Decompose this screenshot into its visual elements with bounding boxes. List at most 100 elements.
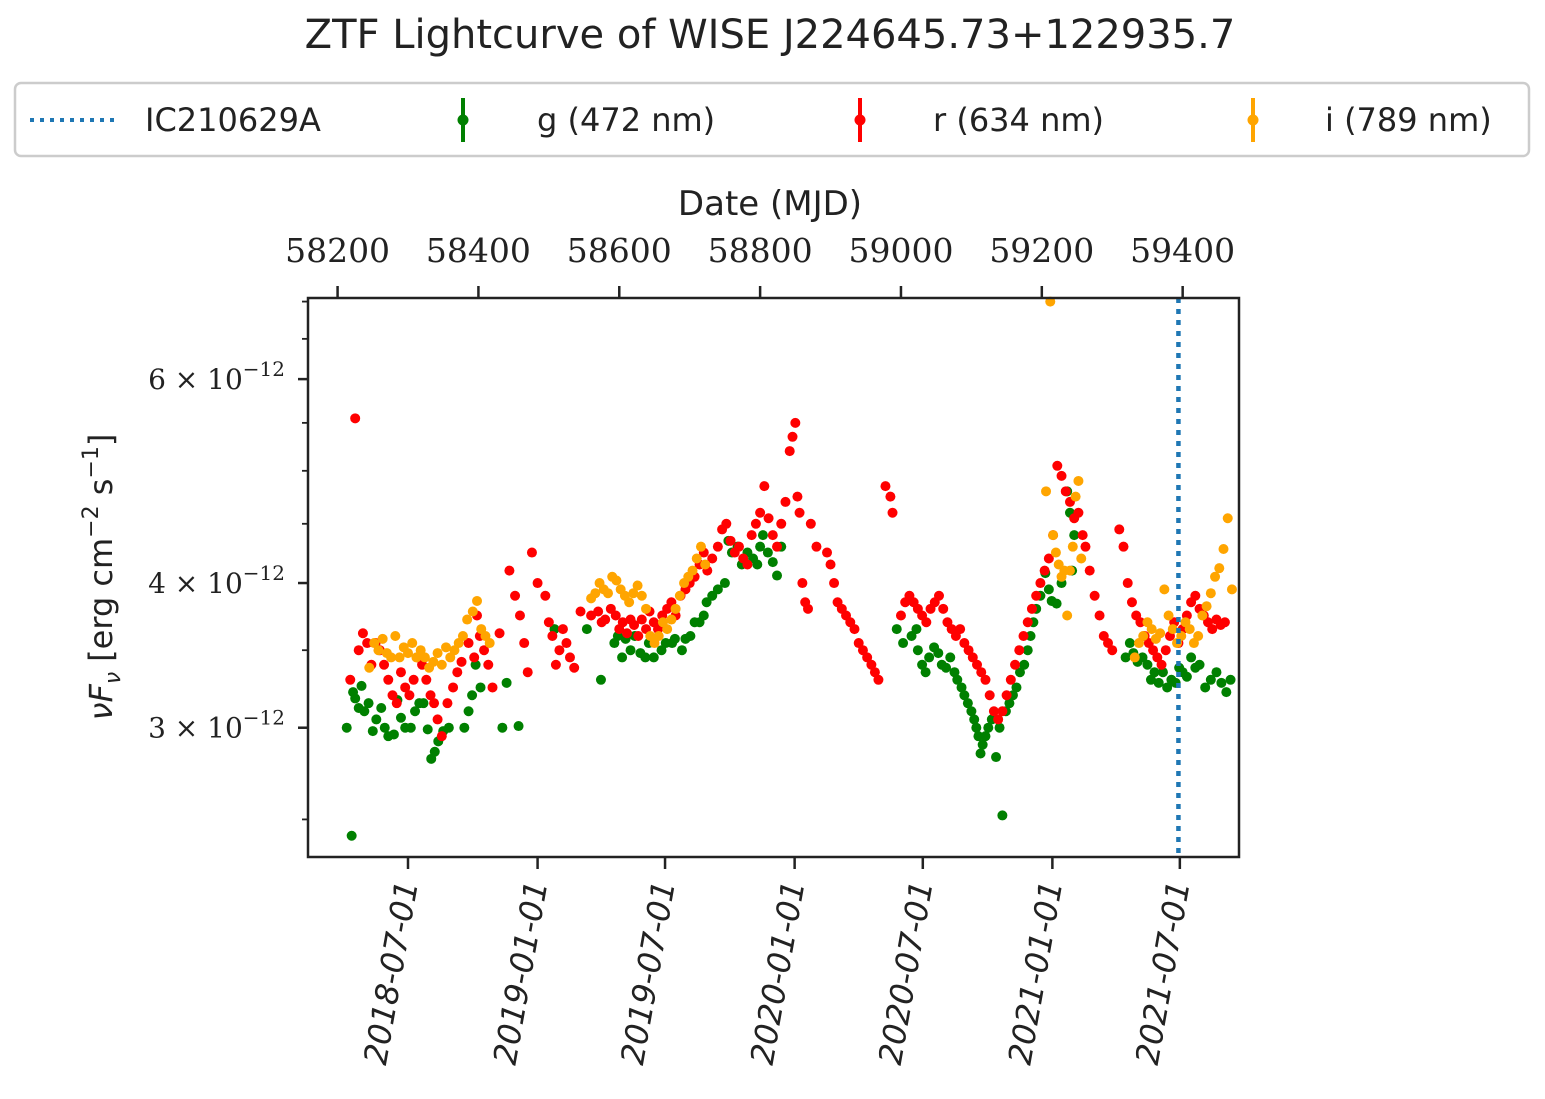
data-point bbox=[983, 722, 994, 733]
data-point bbox=[1073, 507, 1084, 518]
marker bbox=[1048, 530, 1059, 541]
data-point bbox=[980, 674, 991, 685]
data-point bbox=[510, 590, 521, 601]
data-point bbox=[1200, 682, 1211, 693]
y-axis-label: νFν [erg cm−2 s−1] bbox=[79, 434, 126, 721]
data-point bbox=[676, 645, 687, 656]
data-point bbox=[933, 590, 944, 601]
data-point bbox=[561, 638, 572, 649]
legend-label-g: g (472 nm) bbox=[537, 101, 715, 139]
bottom-axis-tick-label: 2018-07-01 bbox=[356, 878, 426, 1068]
marker bbox=[1050, 547, 1061, 558]
data-point bbox=[418, 698, 429, 709]
marker bbox=[997, 810, 1008, 821]
marker bbox=[994, 722, 1005, 733]
data-point bbox=[763, 513, 774, 524]
marker bbox=[1218, 544, 1229, 555]
marker bbox=[550, 659, 561, 670]
marker bbox=[755, 507, 766, 518]
data-point bbox=[1225, 674, 1236, 685]
data-point bbox=[687, 565, 698, 576]
marker bbox=[988, 706, 999, 717]
data-point bbox=[792, 491, 803, 502]
marker bbox=[1226, 584, 1237, 595]
data-point bbox=[641, 603, 652, 614]
data-point bbox=[1156, 659, 1167, 670]
data-point bbox=[691, 553, 702, 564]
marker bbox=[425, 690, 436, 701]
data-point bbox=[993, 714, 1004, 725]
marker bbox=[504, 565, 515, 576]
marker bbox=[666, 614, 677, 625]
marker bbox=[1148, 645, 1159, 656]
marker bbox=[554, 645, 565, 656]
marker bbox=[945, 652, 956, 663]
marker bbox=[364, 662, 375, 673]
data-point bbox=[1201, 601, 1212, 612]
marker bbox=[648, 652, 659, 663]
data-point bbox=[350, 693, 361, 704]
data-point bbox=[356, 680, 367, 691]
marker bbox=[742, 559, 753, 570]
marker bbox=[442, 698, 453, 709]
marker bbox=[610, 610, 621, 621]
data-point bbox=[1062, 610, 1073, 621]
marker bbox=[685, 631, 696, 642]
data-point bbox=[733, 541, 744, 552]
data-point bbox=[1073, 475, 1084, 486]
data-point bbox=[963, 645, 974, 656]
marker bbox=[750, 518, 761, 529]
marker bbox=[376, 702, 387, 713]
marker bbox=[432, 714, 443, 725]
legend-label-ic210629a: IC210629A bbox=[145, 101, 321, 139]
data-point bbox=[600, 614, 611, 625]
data-point bbox=[1129, 652, 1140, 663]
marker bbox=[670, 603, 681, 614]
data-point bbox=[1052, 460, 1063, 471]
marker bbox=[924, 652, 935, 663]
data-point bbox=[522, 667, 533, 678]
marker bbox=[1186, 652, 1197, 663]
data-point bbox=[1048, 530, 1059, 541]
marker bbox=[1149, 667, 1160, 678]
data-point bbox=[436, 731, 447, 742]
y-axis-label-symbol: νF bbox=[82, 684, 120, 721]
data-point bbox=[767, 530, 778, 541]
data-point bbox=[404, 690, 415, 701]
data-point bbox=[390, 631, 401, 642]
data-point bbox=[581, 624, 592, 635]
marker bbox=[700, 559, 711, 570]
legend-frame bbox=[13, 81, 1531, 158]
marker bbox=[1159, 584, 1170, 595]
marker bbox=[386, 652, 397, 663]
marker bbox=[1184, 624, 1195, 635]
marker bbox=[1200, 682, 1211, 693]
data-point bbox=[624, 597, 635, 608]
marker bbox=[628, 588, 639, 599]
data-point bbox=[1167, 624, 1178, 635]
marker bbox=[1022, 617, 1033, 628]
data-point bbox=[755, 541, 766, 552]
marker bbox=[629, 619, 640, 630]
marker bbox=[1014, 667, 1025, 678]
y-axis-label-seconds: s bbox=[82, 479, 120, 506]
data-point bbox=[1190, 590, 1201, 601]
data-point bbox=[407, 638, 418, 649]
data-point bbox=[363, 698, 374, 709]
data-point bbox=[625, 645, 636, 656]
marker bbox=[617, 652, 628, 663]
marker bbox=[752, 559, 763, 570]
marker bbox=[569, 662, 580, 673]
marker bbox=[445, 652, 456, 663]
marker bbox=[784, 446, 795, 457]
data-point bbox=[1043, 584, 1054, 595]
data-point bbox=[1043, 553, 1054, 564]
data-point bbox=[1160, 645, 1171, 656]
marker bbox=[632, 580, 643, 591]
marker bbox=[1124, 638, 1135, 649]
marker bbox=[390, 631, 401, 642]
marker bbox=[487, 682, 498, 693]
data-point bbox=[1060, 486, 1071, 497]
marker bbox=[1155, 628, 1166, 639]
data-point bbox=[698, 610, 709, 621]
